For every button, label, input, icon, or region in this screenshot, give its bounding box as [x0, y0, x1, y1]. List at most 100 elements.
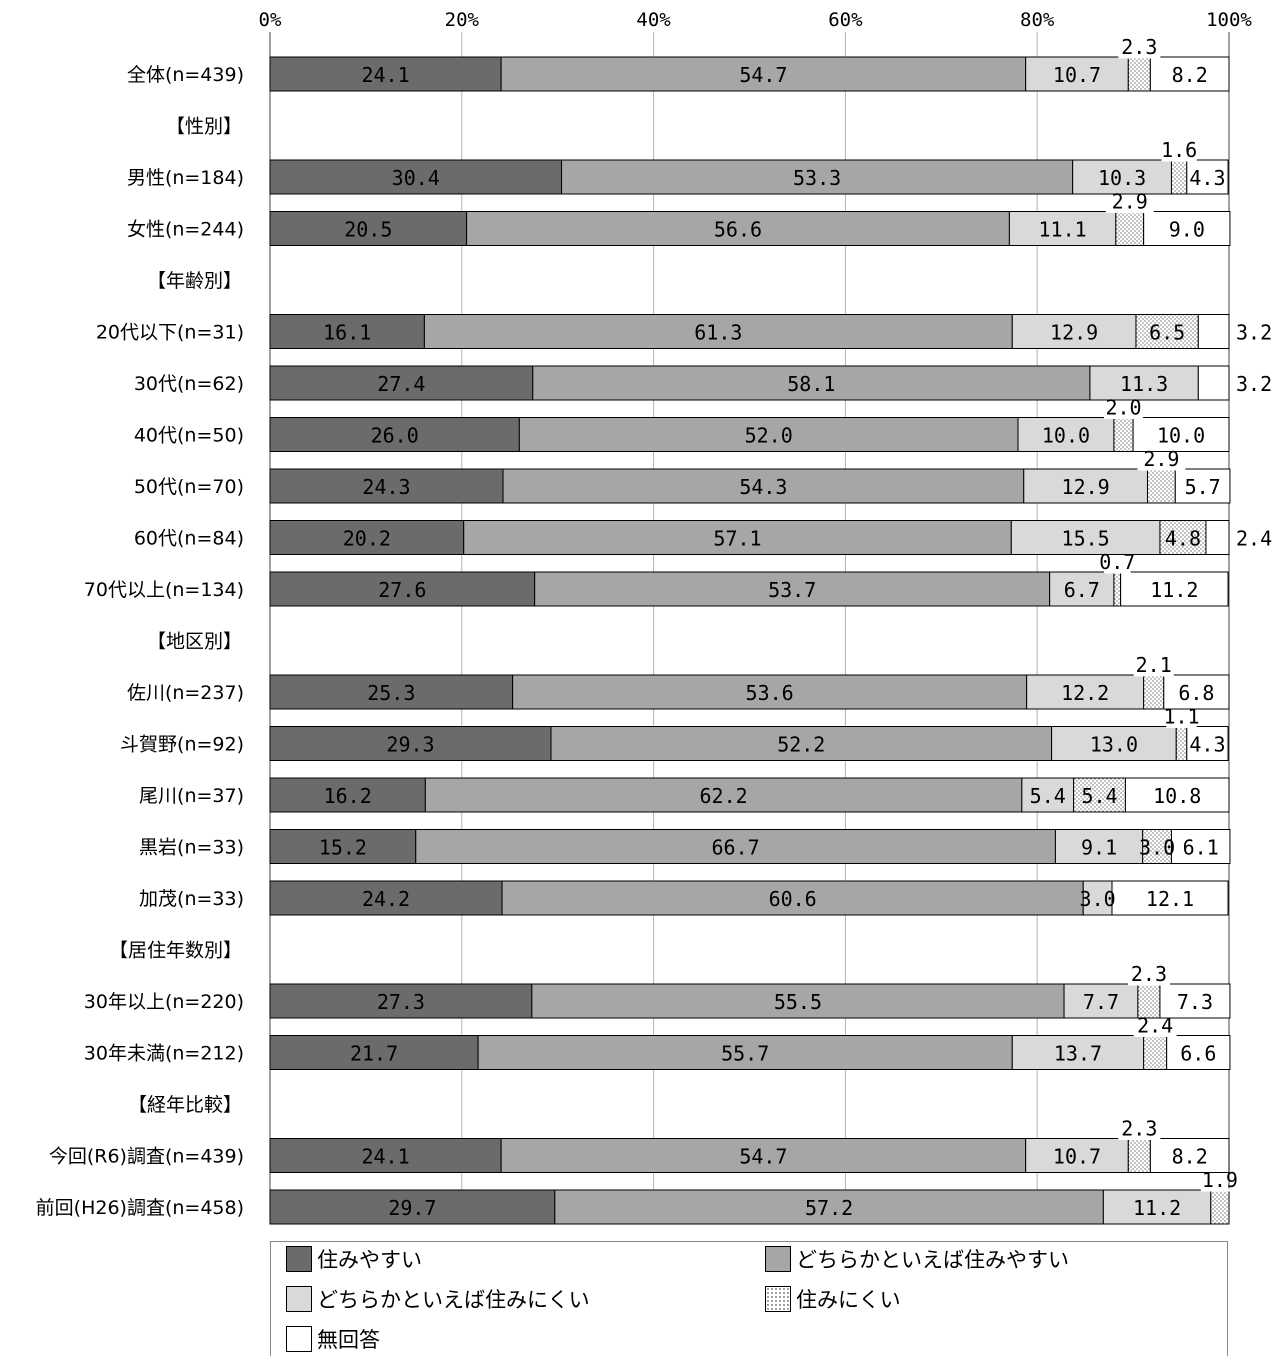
bar-row: 女性(n=244) 20.5 56.6 11.1 2.9 9.0 — [127, 190, 1231, 246]
value-label: 54.7 — [739, 1145, 787, 1169]
bar-segment — [1170, 829, 1231, 864]
row-label: 女性(n=244) — [127, 219, 244, 241]
value-label: 2.3 — [1121, 35, 1157, 59]
bar-segment — [269, 159, 563, 195]
row-label: 加茂(n=33) — [139, 888, 244, 910]
value-label: 2.4 — [1137, 1014, 1173, 1038]
bar-segment — [1186, 726, 1229, 761]
bar-segment — [1175, 726, 1188, 761]
value-label: 10.7 — [1053, 63, 1101, 87]
bar-segment — [500, 1138, 1027, 1173]
value-label: 1.9 — [1202, 1168, 1238, 1192]
bar-row: 男性(n=184) 30.4 53.3 10.3 1.6 4.3 — [127, 138, 1229, 195]
bar-row: 加茂(n=33) 24.2 60.6 3.0 12.1 — [139, 880, 1229, 916]
x-axis-ticks: 0% 20% 40% 60% 80% 100% — [259, 9, 1253, 31]
value-label: 10.7 — [1053, 1145, 1101, 1169]
bar-segment — [269, 1138, 502, 1173]
row-label: 黒岩(n=33) — [139, 837, 244, 859]
bar-row: 斗賀野(n=92) 29.3 52.2 13.0 1.1 4.3 — [120, 705, 1229, 761]
bar-segment — [269, 520, 465, 555]
value-label: 4.8 — [1165, 527, 1201, 551]
bar-segment — [1127, 56, 1151, 92]
bar-segment — [1163, 674, 1230, 710]
x-tick-label: 0% — [259, 9, 282, 31]
legend-label: どちらかといえば住みにくい — [317, 1288, 590, 1312]
value-label: 15.5 — [1062, 527, 1110, 551]
row-label: 前回(H26)調査(n=458) — [36, 1197, 244, 1219]
value-label: 2.1 — [1136, 653, 1172, 677]
value-label: 12.1 — [1146, 887, 1194, 911]
value-label: 16.2 — [324, 784, 372, 808]
value-label: 10.8 — [1153, 784, 1201, 808]
bar-row: 30年以上(n=220) 27.3 55.5 7.7 2.3 7.3 — [84, 962, 1231, 1019]
value-label: 60.6 — [769, 887, 817, 911]
bar-segment — [1186, 159, 1229, 195]
group-label: 【年齢別】 — [147, 270, 242, 292]
bar-segment — [1026, 674, 1145, 710]
bar-row: 尾川(n=37) 16.2 62.2 5.4 5.4 10.8 — [139, 777, 1230, 813]
bar-segment — [1124, 777, 1230, 813]
bar-segment — [1197, 314, 1230, 349]
bar-segment — [501, 880, 1084, 916]
legend-item: どちらかといえば住みやすい — [765, 1244, 1069, 1274]
bar-segment — [269, 468, 504, 504]
bar-segment — [269, 777, 426, 813]
value-label: 30.4 — [392, 166, 440, 190]
legend-swatch — [286, 1246, 312, 1272]
value-label: 2.9 — [1143, 447, 1179, 471]
value-label: 55.7 — [721, 1042, 769, 1066]
stacked-bar-chart: 0% 20% 40% 60% 80% 100% 全体(n=439) 24.1 54.7 10.7… — [36, 9, 1272, 1225]
bar-segment — [269, 726, 552, 761]
value-label: 24.2 — [362, 887, 410, 911]
legend: 住みやすい どちらかといえば住みやすい どちらかといえば住みにくい 住みにくい 無回答 — [270, 1241, 1228, 1356]
row-label: 30年未満(n=212) — [84, 1043, 244, 1065]
bar-segment — [269, 1189, 556, 1225]
value-label: 20.2 — [343, 527, 391, 551]
legend-item: 住みにくい — [765, 1284, 901, 1314]
bar-row: 佐川(n=237) 25.3 53.6 12.2 2.16.8 — [127, 653, 1230, 710]
row-label: 20代以下(n=31) — [96, 322, 244, 344]
value-label: 57.2 — [805, 1196, 853, 1220]
legend-item: 無回答 — [286, 1324, 380, 1354]
bar-segment — [1102, 1189, 1212, 1225]
value-label: 52.0 — [745, 424, 793, 448]
value-label: 27.3 — [377, 990, 425, 1014]
row-label: 佐川(n=237) — [127, 682, 244, 704]
value-label: 11.2 — [1150, 578, 1198, 602]
row-label: 40代(n=50) — [134, 425, 244, 447]
value-label: 53.3 — [793, 166, 841, 190]
value-label: 6.5 — [1149, 321, 1185, 345]
value-label: 2.0 — [1105, 396, 1141, 420]
bar-row: 今回(R6)調査(n=439) 24.1 54.7 10.7 2.3 8.2 — [49, 1117, 1230, 1173]
x-tick-label: 40% — [636, 9, 671, 31]
bar-segment — [269, 314, 425, 349]
value-label: 3.0 — [1139, 836, 1175, 860]
bar-segment — [1011, 1035, 1145, 1070]
row-label: 30代(n=62) — [134, 373, 244, 395]
bar-row: 30代(n=62) 27.4 58.1 11.3 3.2 — [134, 365, 1272, 401]
bar-segment — [1174, 468, 1231, 504]
bar-segment — [512, 674, 1028, 710]
bar-segment — [269, 365, 534, 401]
bar-row: 40代(n=50) 26.0 52.0 10.0 2.0 10.0 — [134, 396, 1230, 452]
legend-swatch — [286, 1286, 312, 1312]
bar-segment — [1072, 159, 1172, 195]
bar-segment — [1089, 365, 1199, 401]
bar-segment — [1149, 56, 1230, 92]
legend-label: どちらかといえば住みやすい — [796, 1248, 1069, 1272]
row-label: 70代以上(n=134) — [84, 579, 244, 601]
bar-segment — [1132, 417, 1230, 452]
value-label: 6.7 — [1064, 578, 1100, 602]
bar-segment — [1113, 417, 1134, 452]
value-label: 7.3 — [1177, 990, 1213, 1014]
bar-segment — [1159, 520, 1207, 555]
bar-segment — [466, 211, 1010, 246]
bar-segment — [477, 1035, 1013, 1070]
value-label: 56.6 — [714, 218, 762, 242]
value-label: 6.6 — [1180, 1042, 1216, 1066]
legend-label: 無回答 — [317, 1328, 380, 1352]
bar-segment — [423, 314, 1013, 349]
bar-segment — [269, 211, 468, 246]
bar-segment — [1113, 571, 1122, 607]
bar-segment — [1146, 468, 1176, 504]
